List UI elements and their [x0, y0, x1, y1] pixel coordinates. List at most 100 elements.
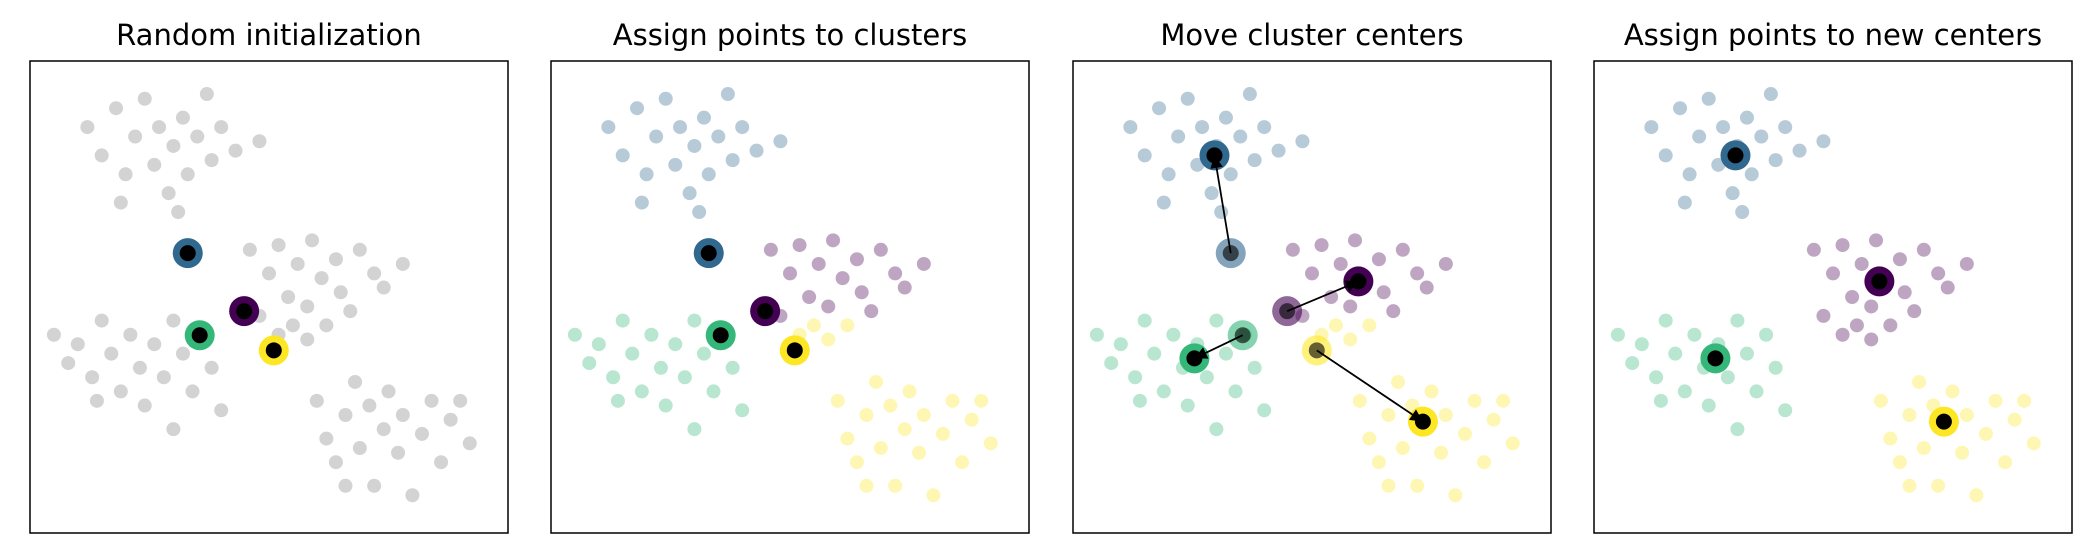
data-point: [1945, 384, 1960, 399]
data-point: [1395, 441, 1410, 456]
data-point: [692, 205, 707, 220]
data-point: [615, 148, 630, 163]
data-point: [1137, 313, 1152, 328]
data-point: [864, 304, 879, 319]
data-point: [309, 393, 324, 408]
data-point: [1467, 393, 1482, 408]
data-point: [869, 374, 884, 389]
data-point: [1496, 393, 1511, 408]
data-point: [1381, 408, 1396, 422]
data-point: [137, 398, 152, 413]
data-point: [821, 299, 836, 314]
data-point: [888, 478, 903, 493]
data-point: [391, 445, 406, 460]
data-point: [175, 110, 190, 125]
data-point: [735, 120, 750, 135]
data-point: [1610, 327, 1625, 342]
data-point: [1328, 318, 1343, 333]
data-point: [1438, 256, 1453, 271]
data-point: [462, 436, 477, 451]
data-point: [328, 455, 343, 470]
data-point: [811, 256, 826, 271]
data-point: [1873, 393, 1888, 408]
data-point: [1285, 242, 1300, 257]
plot-frame: [1593, 60, 2073, 534]
data-point: [376, 280, 391, 295]
data-point: [1209, 422, 1224, 437]
data-point: [338, 478, 353, 493]
data-point: [1658, 148, 1673, 163]
plot-frame: [1072, 60, 1552, 534]
data-point: [381, 384, 396, 399]
data-point: [1735, 205, 1750, 220]
data-point: [1892, 455, 1907, 470]
data-point: [955, 455, 970, 470]
data-point: [1673, 101, 1688, 116]
data-point: [1438, 408, 1453, 422]
data-point: [1897, 285, 1912, 300]
data-point: [888, 266, 903, 281]
data-point: [175, 346, 190, 361]
data-point: [610, 393, 625, 408]
data-point: [109, 101, 124, 116]
data-point: [840, 318, 855, 333]
data-point: [166, 138, 181, 153]
data-point: [1864, 299, 1879, 314]
data-point: [285, 318, 300, 333]
data-point: [859, 408, 874, 422]
data-point: [1720, 370, 1735, 385]
data-point: [701, 167, 716, 182]
data-point: [1257, 120, 1272, 135]
data-point: [1371, 455, 1386, 470]
data-point: [1180, 91, 1195, 106]
data-point: [964, 412, 979, 427]
data-point: [352, 242, 367, 257]
data-point: [300, 332, 315, 347]
data-point: [849, 252, 864, 267]
data-point: [1768, 360, 1783, 375]
data-point: [1835, 238, 1850, 253]
data-point: [1199, 370, 1214, 385]
data-point: [1816, 134, 1831, 149]
data-point: [319, 318, 334, 333]
data-point: [912, 445, 927, 460]
data-point: [1166, 327, 1181, 342]
data-point: [180, 167, 195, 182]
data-point: [1849, 318, 1864, 333]
data-point: [1247, 360, 1262, 375]
data-point: [1716, 120, 1731, 135]
data-point: [1778, 120, 1793, 135]
center-dot: [1935, 413, 1952, 430]
data-point: [1883, 318, 1898, 333]
data-point: [649, 129, 664, 144]
data-point: [319, 431, 334, 446]
data-point: [171, 205, 186, 220]
data-point: [835, 271, 850, 286]
data-point: [1998, 455, 2013, 470]
data-point: [1701, 398, 1716, 413]
data-point: [132, 360, 147, 375]
data-point: [242, 242, 257, 257]
data-point: [305, 233, 320, 248]
data-point: [859, 478, 874, 493]
data-point: [1362, 431, 1377, 446]
data-point: [601, 120, 616, 135]
data-point: [634, 384, 649, 399]
panel-title: Random initialization: [116, 18, 422, 52]
data-point: [156, 370, 171, 385]
data-point: [902, 384, 917, 399]
data-point: [333, 285, 348, 300]
data-point: [362, 398, 377, 413]
center-dot: [191, 327, 208, 344]
data-point: [792, 238, 807, 253]
data-point: [1806, 242, 1821, 257]
data-point: [1376, 285, 1391, 300]
data-point: [118, 167, 133, 182]
center-move-arrow: [1210, 155, 1232, 254]
data-point: [1386, 304, 1401, 319]
data-point: [367, 266, 382, 281]
data-point: [696, 346, 711, 361]
data-point: [1653, 393, 1668, 408]
data-point: [763, 242, 778, 257]
data-point: [1730, 422, 1745, 437]
